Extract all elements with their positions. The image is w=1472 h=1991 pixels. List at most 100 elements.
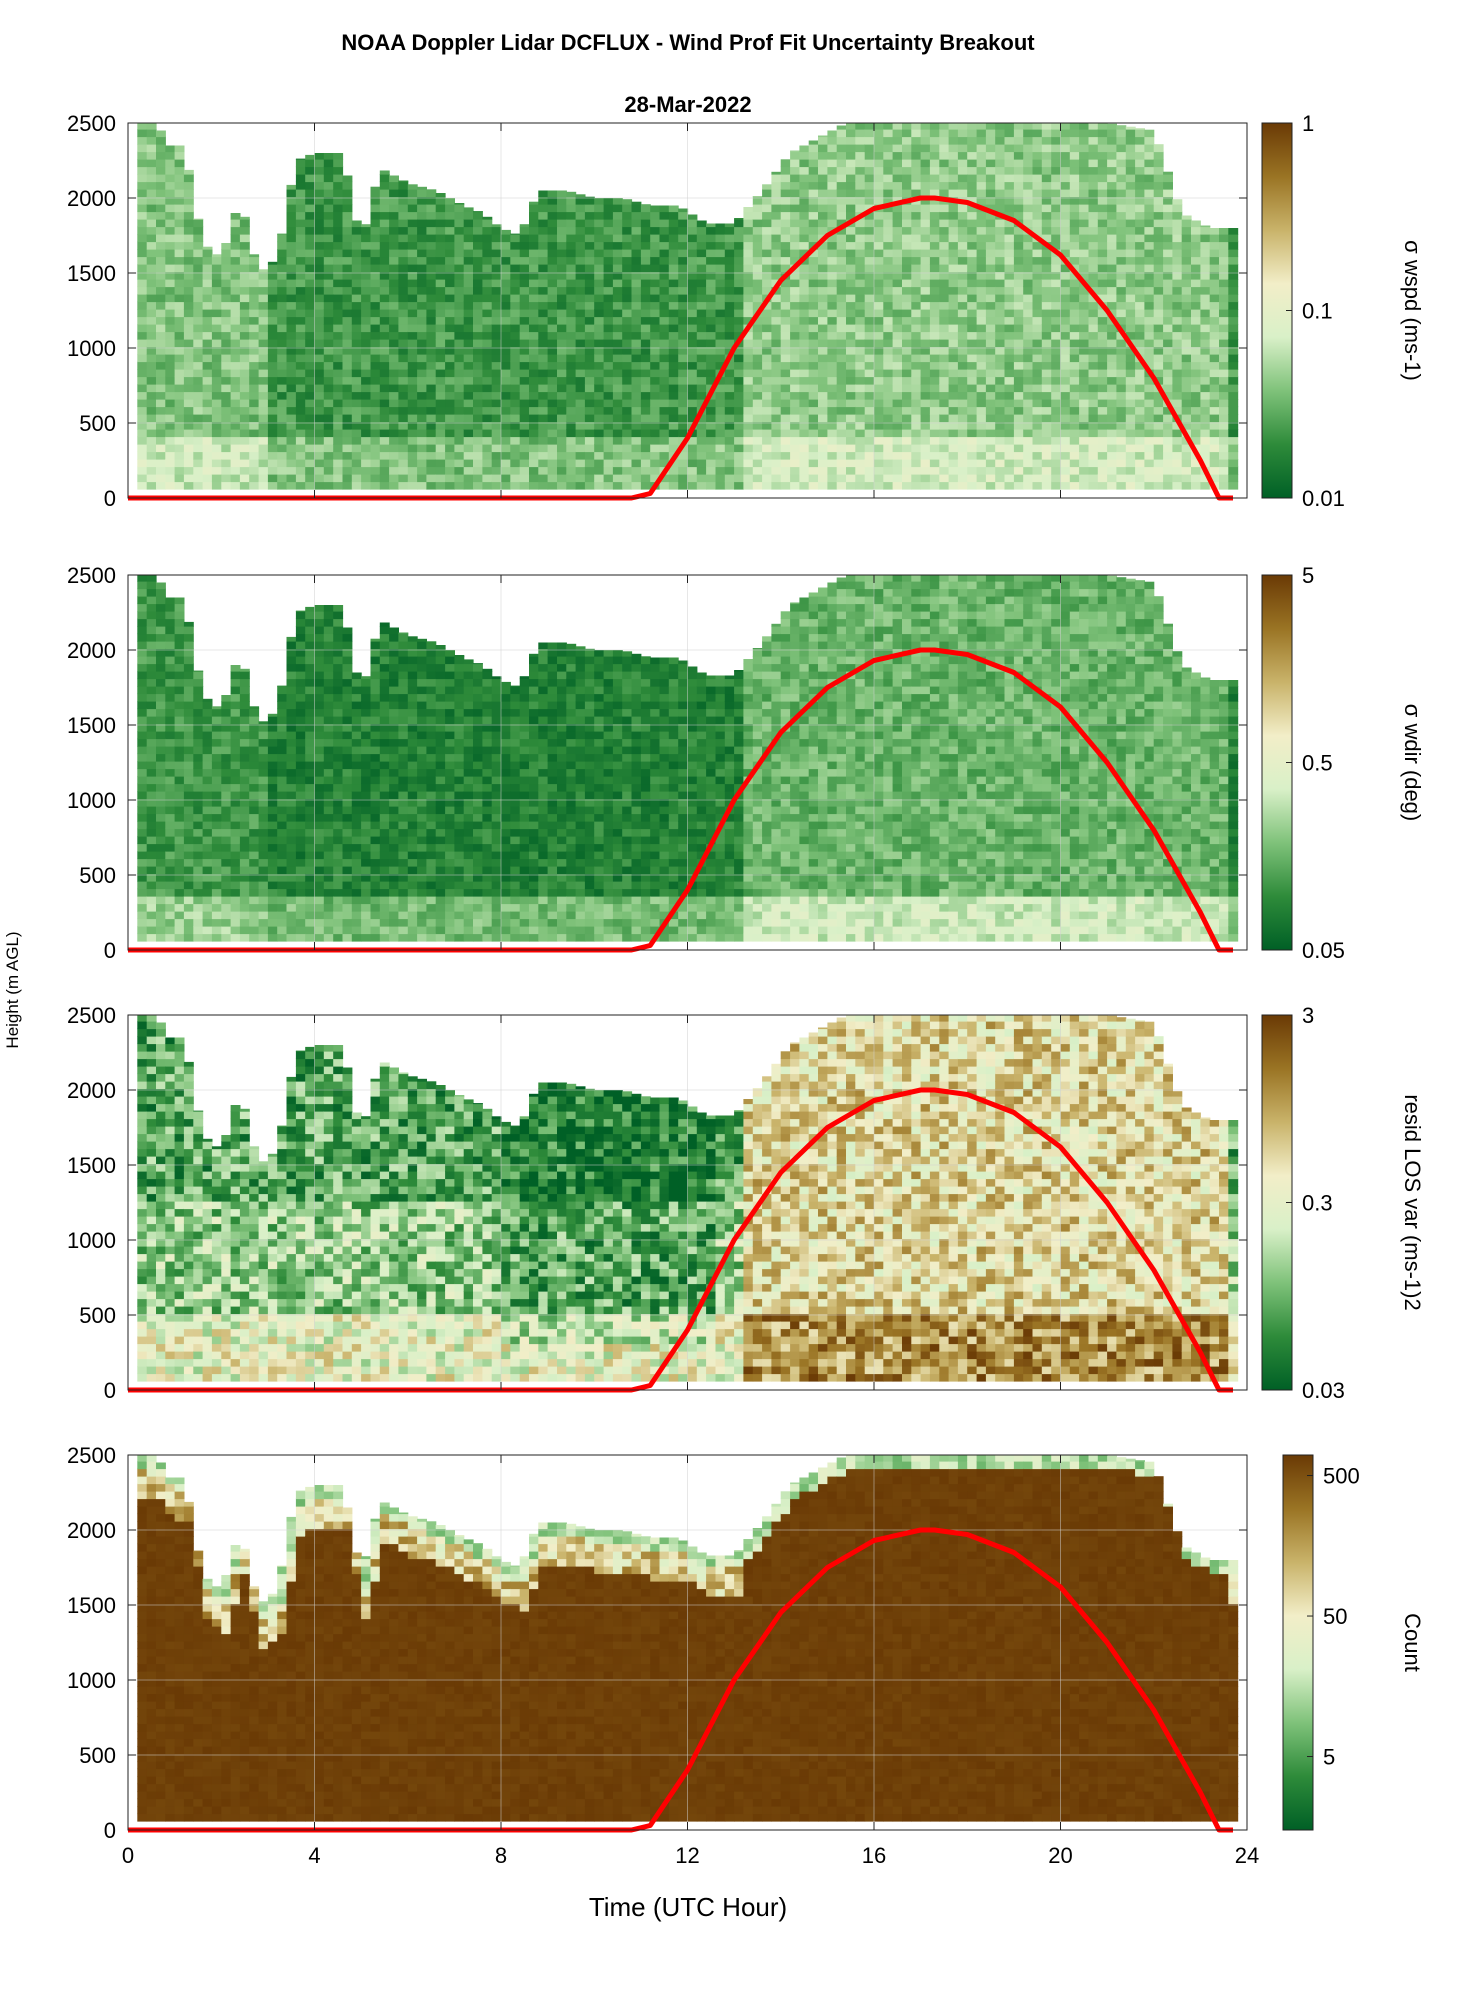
heatmap-cell xyxy=(305,362,315,370)
heatmap-cell xyxy=(1126,302,1136,310)
heatmap-cell xyxy=(1023,159,1033,167)
heatmap-cell xyxy=(743,212,753,220)
heatmap-cell xyxy=(1219,467,1229,475)
heatmap-cell xyxy=(669,317,679,325)
heatmap-cell xyxy=(632,407,642,415)
heatmap-cell xyxy=(1042,309,1052,317)
heatmap-cell xyxy=(417,249,427,257)
heatmap-cell xyxy=(1061,474,1071,482)
heatmap-cell xyxy=(240,227,250,235)
heatmap-cell xyxy=(716,399,726,407)
heatmap-cell xyxy=(501,324,511,332)
heatmap-cell xyxy=(678,264,688,272)
heatmap-cell xyxy=(240,474,250,482)
heatmap-cell xyxy=(1228,399,1238,407)
heatmap-cell xyxy=(949,264,959,272)
heatmap-cell xyxy=(604,369,614,377)
heatmap-cell xyxy=(865,399,875,407)
heatmap-cell xyxy=(482,444,492,452)
heatmap-cell xyxy=(632,482,642,490)
heatmap-cell xyxy=(137,437,147,445)
heatmap-cell xyxy=(221,369,231,377)
heatmap-cell xyxy=(688,392,698,400)
heatmap-cell xyxy=(165,414,175,422)
heatmap-cell xyxy=(324,452,334,460)
heatmap-cell xyxy=(156,339,166,347)
heatmap-cell xyxy=(1154,429,1164,437)
heatmap-cell xyxy=(706,279,716,287)
heatmap-cell xyxy=(277,459,287,467)
heatmap-cell xyxy=(193,234,203,242)
heatmap-cell xyxy=(893,294,903,302)
heatmap-cell xyxy=(315,317,325,325)
heatmap-cell xyxy=(566,227,576,235)
heatmap-cell xyxy=(594,234,604,242)
heatmap-cell xyxy=(277,317,287,325)
heatmap-cell xyxy=(1219,228,1229,235)
heatmap-cell xyxy=(977,317,987,325)
heatmap-cell xyxy=(576,332,586,340)
heatmap-cell xyxy=(632,392,642,400)
heatmap-cell xyxy=(1182,287,1192,295)
heatmap-cell xyxy=(790,362,800,370)
heatmap-cell xyxy=(464,227,474,235)
heatmap-cell xyxy=(324,159,334,167)
heatmap-cell xyxy=(436,227,446,235)
heatmap-cell xyxy=(846,189,856,197)
heatmap-cell xyxy=(771,219,781,227)
heatmap-cell xyxy=(1042,302,1052,310)
heatmap-cell xyxy=(1051,182,1061,190)
heatmap-cell xyxy=(1051,189,1061,197)
heatmap-cell xyxy=(566,264,576,272)
heatmap-cell xyxy=(874,377,884,385)
heatmap-cell xyxy=(921,219,931,227)
heatmap-cell xyxy=(501,264,511,272)
heatmap-cell xyxy=(352,242,362,250)
heatmap-cell xyxy=(482,294,492,302)
heatmap-cell xyxy=(408,362,418,370)
heatmap-cell xyxy=(408,474,418,482)
heatmap-cell xyxy=(352,429,362,437)
heatmap-cell xyxy=(1191,242,1201,250)
heatmap-cell xyxy=(688,354,698,362)
heatmap-cell xyxy=(501,392,511,400)
heatmap-cell xyxy=(716,332,726,340)
heatmap-cell xyxy=(855,452,865,460)
heatmap-cell xyxy=(147,317,157,325)
heatmap-cell xyxy=(613,324,623,332)
heatmap-cell xyxy=(725,482,735,490)
heatmap-cell xyxy=(837,444,847,452)
heatmap-cell xyxy=(240,309,250,317)
heatmap-cell xyxy=(650,459,660,467)
heatmap-cell xyxy=(1005,474,1015,482)
heatmap-cell xyxy=(1042,362,1052,370)
heatmap-cell xyxy=(939,264,949,272)
heatmap-cell xyxy=(203,399,213,407)
heatmap-cell xyxy=(175,182,185,190)
heatmap-cell xyxy=(762,429,772,437)
heatmap-cell xyxy=(1089,452,1099,460)
heatmap-cell xyxy=(184,354,194,362)
heatmap-cell xyxy=(389,287,399,295)
heatmap-cell xyxy=(1144,234,1154,242)
heatmap-cell xyxy=(669,309,679,317)
heatmap-cell xyxy=(520,474,530,482)
heatmap-cell xyxy=(995,137,1005,145)
heatmap-cell xyxy=(622,212,632,220)
heatmap-cell xyxy=(240,429,250,437)
heatmap-cell xyxy=(371,287,381,295)
heatmap-cell xyxy=(837,204,847,212)
heatmap-cell xyxy=(249,332,259,340)
heatmap-cell xyxy=(874,264,884,272)
heatmap-cell xyxy=(324,444,334,452)
heatmap-cell xyxy=(1098,324,1108,332)
heatmap-cell xyxy=(221,429,231,437)
heatmap-cell xyxy=(716,429,726,437)
heatmap-cell xyxy=(529,414,539,422)
heatmap-cell xyxy=(622,264,632,272)
heatmap-cell xyxy=(669,302,679,310)
heatmap-cell xyxy=(1023,167,1033,175)
heatmap-cell xyxy=(762,324,772,332)
heatmap-cell xyxy=(557,302,567,310)
heatmap-cell xyxy=(753,212,763,220)
